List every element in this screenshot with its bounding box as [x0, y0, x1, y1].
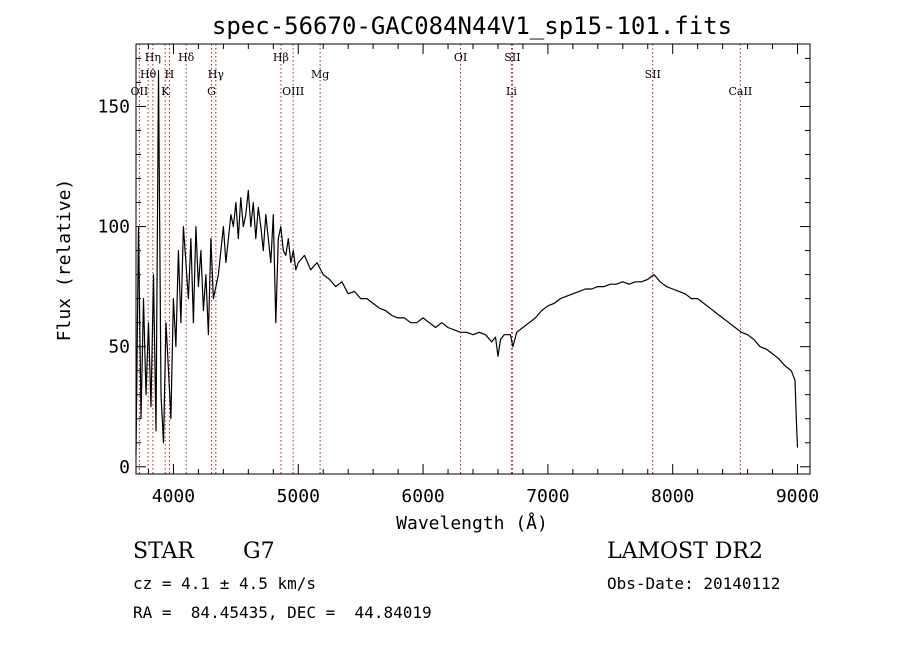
line-label-hγ: Hγ: [208, 68, 225, 81]
x-tick-label: 5000: [277, 486, 320, 507]
y-tick-label: 150: [97, 96, 130, 117]
redshift-cz: cz = 4.1 ± 4.5 km/s: [133, 574, 317, 593]
line-label-g: G: [207, 85, 216, 98]
x-axis-label: Wavelength (Å): [396, 512, 548, 534]
line-label-mg: Mg: [311, 68, 329, 81]
line-label-hθ: Hθ: [140, 68, 157, 81]
x-tick-label: 4000: [152, 486, 195, 507]
y-tick-label: 50: [108, 337, 130, 358]
line-label-hδ: Hδ: [178, 51, 195, 64]
line-label-h: H: [165, 68, 175, 81]
line-label-sii: SII: [504, 51, 520, 64]
x-tick-label: 8000: [651, 486, 694, 507]
line-label-caii: CaII: [729, 85, 753, 98]
y-tick-label: 100: [97, 217, 130, 238]
object-class: STAR: [133, 539, 194, 564]
coordinates: RA = 84.45435, DEC = 44.84019: [133, 603, 432, 622]
chart-title: spec-56670-GAC084N44V1_sp15-101.fits: [212, 12, 732, 40]
object-subclass: G7: [243, 539, 275, 564]
spectrum-series-line: [135, 69, 799, 455]
plot-frame: [135, 43, 811, 475]
x-tick-label: 6000: [401, 486, 444, 507]
y-axis-label: Flux (relative): [54, 179, 75, 342]
y-tick-label: 0: [119, 457, 130, 478]
line-label-oi: OI: [454, 51, 467, 64]
survey-name: LAMOST DR2: [607, 539, 763, 564]
x-tick-label: 7000: [526, 486, 569, 507]
x-tick-label: 9000: [776, 486, 819, 507]
line-label-hβ: Hβ: [273, 51, 289, 64]
line-label-li: Li: [506, 85, 517, 98]
line-label-hη: Hη: [145, 51, 161, 64]
line-label-sii: SII: [645, 68, 661, 81]
line-label-oii: OII: [131, 85, 149, 98]
line-label-k: K: [161, 85, 170, 98]
line-label-oiii: OIII: [282, 85, 304, 98]
observation-date: Obs-Date: 20140112: [607, 574, 781, 593]
